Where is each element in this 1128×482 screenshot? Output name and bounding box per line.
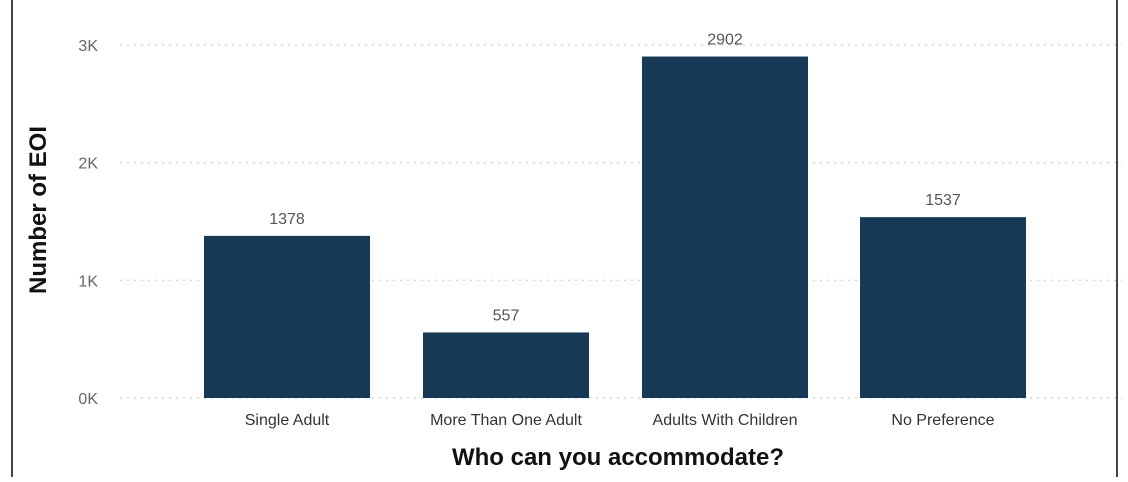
bar [642, 56, 808, 398]
y-axis-ticks: 0K 1K 2K 3K [78, 38, 98, 408]
x-tick-label: More Than One Adult [430, 412, 582, 429]
bar [860, 217, 1026, 398]
y-tick-label: 2K [78, 156, 98, 173]
bar [423, 332, 589, 398]
data-label: 1378 [269, 211, 305, 228]
x-tick-label: Single Adult [245, 412, 330, 429]
panel-border-left [11, 0, 13, 477]
y-tick-label: 0K [78, 391, 98, 408]
y-axis-title: Number of EOI [25, 126, 52, 294]
bars [204, 56, 1026, 398]
x-tick-label: No Preference [891, 412, 994, 429]
bar [204, 235, 370, 398]
data-label: 1537 [925, 192, 961, 209]
data-label: 2902 [707, 32, 743, 49]
panel-border-right [1116, 0, 1118, 477]
x-tick-label: Adults With Children [653, 412, 798, 429]
y-tick-label: 1K [78, 273, 98, 290]
y-tick-label: 3K [78, 38, 98, 55]
x-axis-title: Who can you accommodate? [452, 444, 784, 471]
data-labels: 1378 557 2902 1537 [269, 32, 961, 325]
x-axis-categories: Single Adult More Than One Adult Adults Wi… [245, 412, 995, 429]
data-label: 557 [493, 307, 520, 324]
